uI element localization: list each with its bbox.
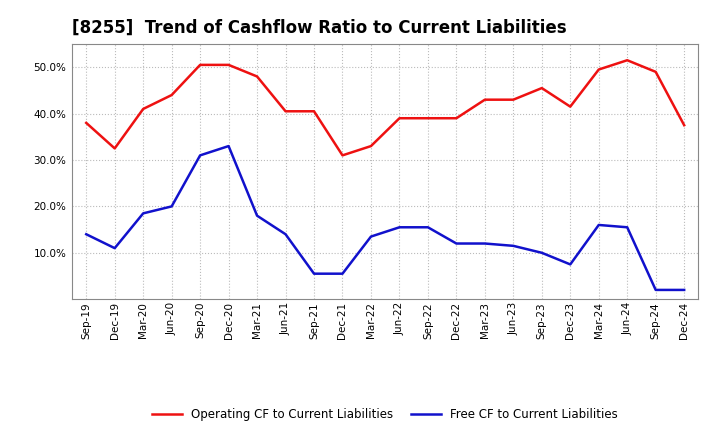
Operating CF to Current Liabilities xyxy=(282,109,290,114)
Operating CF to Current Liabilities xyxy=(139,106,148,112)
Free CF to Current Liabilities xyxy=(395,225,404,230)
Free CF to Current Liabilities xyxy=(310,271,318,276)
Free CF to Current Liabilities xyxy=(225,143,233,149)
Operating CF to Current Liabilities xyxy=(82,120,91,125)
Free CF to Current Liabilities xyxy=(509,243,518,249)
Operating CF to Current Liabilities xyxy=(680,123,688,128)
Operating CF to Current Liabilities xyxy=(366,143,375,149)
Text: [8255]  Trend of Cashflow Ratio to Current Liabilities: [8255] Trend of Cashflow Ratio to Curren… xyxy=(72,19,567,37)
Line: Free CF to Current Liabilities: Free CF to Current Liabilities xyxy=(86,146,684,290)
Free CF to Current Liabilities xyxy=(282,231,290,237)
Free CF to Current Liabilities xyxy=(566,262,575,267)
Operating CF to Current Liabilities xyxy=(167,92,176,98)
Free CF to Current Liabilities xyxy=(452,241,461,246)
Free CF to Current Liabilities xyxy=(338,271,347,276)
Operating CF to Current Liabilities xyxy=(537,85,546,91)
Operating CF to Current Liabilities xyxy=(423,116,432,121)
Free CF to Current Liabilities xyxy=(110,246,119,251)
Free CF to Current Liabilities xyxy=(196,153,204,158)
Operating CF to Current Liabilities xyxy=(595,67,603,72)
Free CF to Current Liabilities xyxy=(167,204,176,209)
Operating CF to Current Liabilities xyxy=(110,146,119,151)
Operating CF to Current Liabilities xyxy=(196,62,204,67)
Free CF to Current Liabilities xyxy=(253,213,261,218)
Operating CF to Current Liabilities xyxy=(509,97,518,103)
Operating CF to Current Liabilities xyxy=(253,74,261,79)
Free CF to Current Liabilities xyxy=(595,222,603,227)
Free CF to Current Liabilities xyxy=(366,234,375,239)
Free CF to Current Liabilities xyxy=(82,231,91,237)
Operating CF to Current Liabilities xyxy=(623,58,631,63)
Operating CF to Current Liabilities xyxy=(652,69,660,74)
Operating CF to Current Liabilities xyxy=(566,104,575,109)
Free CF to Current Liabilities xyxy=(423,225,432,230)
Operating CF to Current Liabilities xyxy=(338,153,347,158)
Free CF to Current Liabilities xyxy=(680,287,688,293)
Operating CF to Current Liabilities xyxy=(452,116,461,121)
Free CF to Current Liabilities xyxy=(652,287,660,293)
Operating CF to Current Liabilities xyxy=(225,62,233,67)
Operating CF to Current Liabilities xyxy=(395,116,404,121)
Legend: Operating CF to Current Liabilities, Free CF to Current Liabilities: Operating CF to Current Liabilities, Fre… xyxy=(148,403,623,426)
Free CF to Current Liabilities xyxy=(623,225,631,230)
Free CF to Current Liabilities xyxy=(139,211,148,216)
Free CF to Current Liabilities xyxy=(537,250,546,256)
Operating CF to Current Liabilities xyxy=(310,109,318,114)
Operating CF to Current Liabilities xyxy=(480,97,489,103)
Line: Operating CF to Current Liabilities: Operating CF to Current Liabilities xyxy=(86,60,684,155)
Free CF to Current Liabilities xyxy=(480,241,489,246)
